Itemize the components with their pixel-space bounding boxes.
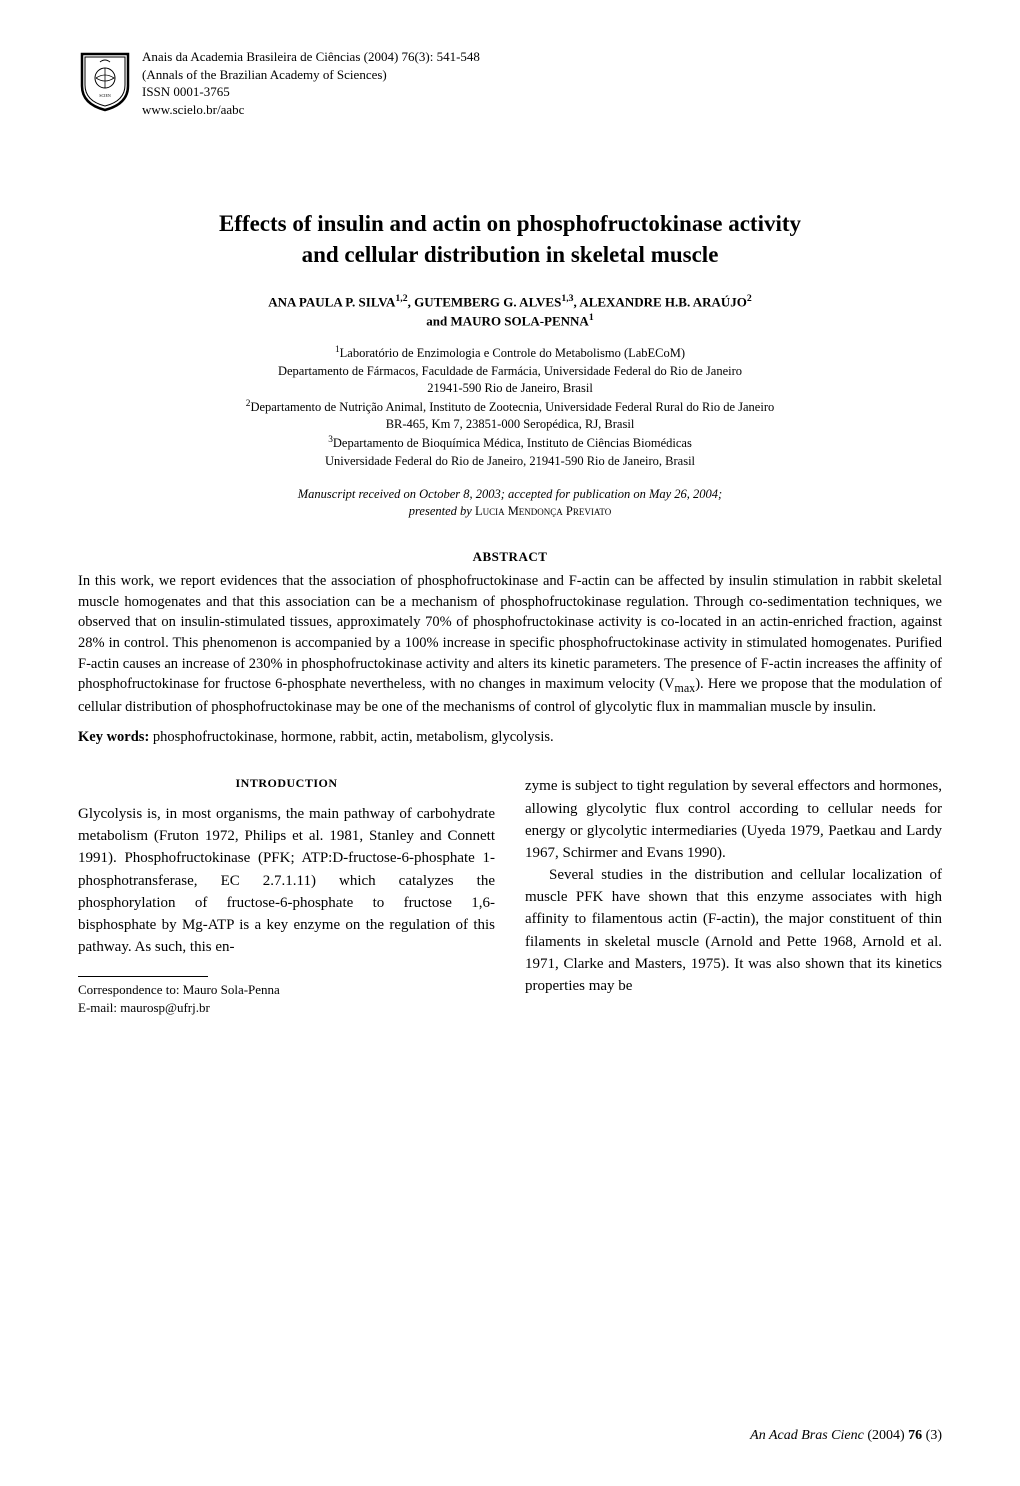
title-line-2: and cellular distribution in skeletal mu… <box>302 242 719 267</box>
journal-title-line: Anais da Academia Brasileira de Ciências… <box>142 48 480 66</box>
intro-paragraph-2: Several studies in the distribution and … <box>525 864 942 997</box>
introduction-heading: INTRODUCTION <box>78 775 495 793</box>
aff-3a: Departamento de Bioquímica Médica, Insti… <box>333 436 692 450</box>
right-column: zyme is subject to tight regulation by s… <box>525 775 942 1016</box>
correspondence-to: Correspondence to: Mauro Sola-Penna <box>78 981 495 999</box>
author-1-aff: 1,2 <box>395 293 407 304</box>
author-3: , ALEXANDRE H.B. ARAÚJO <box>574 295 747 310</box>
author-4-aff: 1 <box>589 312 594 323</box>
article-title: Effects of insulin and actin on phosphof… <box>98 208 922 270</box>
presenter-name: Lucia Mendonça Previato <box>475 504 611 518</box>
correspondence: Correspondence to: Mauro Sola-Penna E-ma… <box>78 981 495 1016</box>
vmax-subscript: max <box>674 681 695 695</box>
manuscript-dates: Manuscript received on October 8, 2003; … <box>298 487 722 501</box>
left-column: INTRODUCTION Glycolysis is, in most orga… <box>78 775 495 1016</box>
intro-paragraph-1-left: Glycolysis is, in most organisms, the ma… <box>78 803 495 958</box>
correspondence-separator <box>78 976 208 977</box>
affiliations: 1Laboratório de Enzimologia e Controle d… <box>78 344 942 470</box>
aff-1b: Departamento de Fármacos, Faculdade de F… <box>278 364 742 378</box>
keywords-label: Key words: <box>78 729 149 745</box>
intro-paragraph-1-right: zyme is subject to tight regulation by s… <box>525 775 942 864</box>
body-columns: INTRODUCTION Glycolysis is, in most orga… <box>78 775 942 1016</box>
author-2: , GUTEMBERG G. ALVES <box>408 295 562 310</box>
issn: ISSN 0001-3765 <box>142 83 480 101</box>
presented-by-label: presented by <box>409 504 475 518</box>
aff-3b: Universidade Federal do Rio de Janeiro, … <box>325 454 695 468</box>
manuscript-info: Manuscript received on October 8, 2003; … <box>78 486 942 520</box>
abstract-part-1: In this work, we report evidences that t… <box>78 573 942 692</box>
aff-1c: 21941-590 Rio de Janeiro, Brasil <box>427 381 593 395</box>
author-2-aff: 1,3 <box>561 293 573 304</box>
journal-url: www.scielo.br/aabc <box>142 101 480 119</box>
abstract-heading: ABSTRACT <box>78 548 942 566</box>
keywords: Key words: phosphofructokinase, hormone,… <box>78 728 942 748</box>
journal-header: SCIEN Anais da Academia Brasileira de Ci… <box>78 48 942 118</box>
author-3-aff: 2 <box>747 293 752 304</box>
svg-text:SCIEN: SCIEN <box>99 93 111 98</box>
aff-2b: BR-465, Km 7, 23851-000 Seropédica, RJ, … <box>386 417 635 431</box>
author-1: ANA PAULA P. SILVA <box>268 295 395 310</box>
journal-title-en: (Annals of the Brazilian Academy of Scie… <box>142 66 480 84</box>
abstract-text: In this work, we report evidences that t… <box>78 571 942 718</box>
aff-2a: Departamento de Nutrição Animal, Institu… <box>250 400 774 414</box>
authors: ANA PAULA P. SILVA1,2, GUTEMBERG G. ALVE… <box>78 292 942 330</box>
title-line-1: Effects of insulin and actin on phosphof… <box>219 211 801 236</box>
publication-info: Anais da Academia Brasileira de Ciências… <box>142 48 480 118</box>
aff-1a: Laboratório de Enzimologia e Controle do… <box>340 346 685 360</box>
page-footer: An Acad Bras Cienc (2004) 76 (3) <box>750 1427 942 1446</box>
footer-year: (2004) <box>867 1428 908 1443</box>
author-4: and MAURO SOLA-PENNA <box>426 313 589 328</box>
footer-journal: An Acad Bras Cienc <box>750 1428 867 1443</box>
correspondence-email: E-mail: maurosp@ufrj.br <box>78 999 495 1017</box>
footer-volume: 76 <box>908 1428 922 1443</box>
footer-issue: (3) <box>922 1428 942 1443</box>
journal-logo: SCIEN <box>78 48 132 112</box>
keywords-text: phosphofructokinase, hormone, rabbit, ac… <box>149 729 553 745</box>
